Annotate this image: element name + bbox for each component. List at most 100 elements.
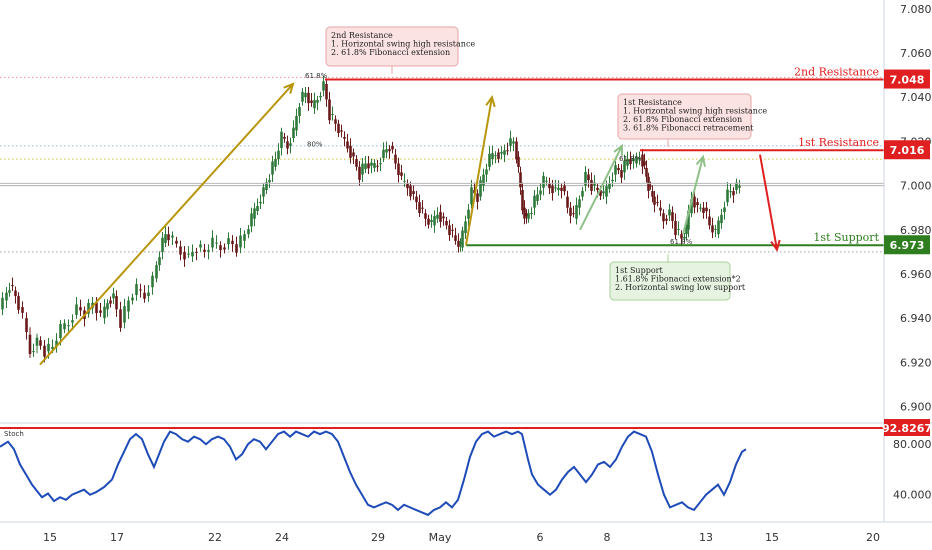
candle-body <box>626 159 629 166</box>
candle-body <box>307 92 310 104</box>
fib-label: 61.8% <box>670 238 693 246</box>
candle-body <box>693 196 696 208</box>
candle-body <box>175 240 178 244</box>
candle-body <box>575 205 578 219</box>
candle-body <box>476 193 479 202</box>
price-tag <box>884 235 930 255</box>
level-label: 2nd Resistance <box>794 66 879 79</box>
candle-body <box>503 150 506 155</box>
candle-body <box>671 212 674 221</box>
candle-body <box>674 220 677 236</box>
candle-body <box>231 240 234 245</box>
candle-body <box>424 213 427 219</box>
note-line: 2. 61.8% Fibonacci extension <box>331 48 450 57</box>
candle-body <box>199 244 202 248</box>
candle-body <box>155 265 158 279</box>
candle-body <box>63 323 66 330</box>
candle-body <box>250 213 253 227</box>
candle-body <box>409 185 412 197</box>
candle-body <box>436 214 439 219</box>
fib-label: 80% <box>307 141 323 149</box>
price-tag-text: 7.016 <box>890 144 925 157</box>
candle-body <box>448 225 451 236</box>
candle-body <box>494 155 497 157</box>
candle-body <box>653 196 656 205</box>
candle-body <box>139 289 142 291</box>
candle-body <box>677 228 680 230</box>
candle-body <box>219 245 222 251</box>
price-tag-text: 7.048 <box>890 74 925 87</box>
date-tick-label: 13 <box>699 531 713 544</box>
price-tick-label: 7.060 <box>900 47 932 60</box>
candle-body <box>187 253 190 255</box>
candle-body <box>262 187 265 197</box>
candle-body <box>376 165 379 167</box>
candle-body <box>515 141 518 160</box>
candle-body <box>292 127 295 139</box>
candle-body <box>690 199 693 214</box>
candle-body <box>239 235 242 248</box>
candle-body <box>614 165 617 175</box>
candle-body <box>563 185 566 192</box>
candle-body <box>482 174 485 186</box>
oscillator-tick-label: 80.0000 <box>893 438 932 451</box>
note-line: 2nd Resistance <box>331 31 393 40</box>
target-arrow-head <box>770 239 781 252</box>
oscillator-line <box>0 430 747 517</box>
candle-body <box>726 189 729 203</box>
candle-body <box>135 284 138 295</box>
price-tick-label: 7.080 <box>900 3 932 16</box>
candle-body <box>527 213 530 219</box>
candle-body <box>304 92 307 98</box>
candle-body <box>243 234 246 241</box>
candle-body <box>439 212 442 222</box>
oscillator-name: Stoch <box>4 430 24 438</box>
oscillator-tag <box>884 419 930 437</box>
candle-body <box>207 250 210 252</box>
candle-body <box>599 190 602 196</box>
note-line: 1. Horizontal swing high resistance <box>623 107 767 116</box>
note-line: 1st Support <box>615 266 663 275</box>
candle-body <box>569 207 572 216</box>
candle-body <box>370 162 373 166</box>
candle-body <box>656 202 659 204</box>
candle-body <box>578 199 581 208</box>
candle-body <box>171 235 174 238</box>
candle-body <box>470 187 473 205</box>
candle-body <box>364 163 367 170</box>
candle-body <box>346 141 349 149</box>
candle-body <box>161 237 164 252</box>
candle-body <box>11 285 14 287</box>
candle-body <box>488 153 491 167</box>
projection-arrow <box>465 97 493 246</box>
note-box <box>609 261 731 301</box>
candle-body <box>533 195 536 208</box>
candle-body <box>525 213 528 217</box>
candle-body <box>415 196 418 203</box>
candle-body <box>397 163 400 175</box>
candle-body <box>557 187 560 191</box>
candle-body <box>115 296 118 310</box>
candle-body <box>87 302 90 314</box>
candle-body <box>298 106 301 116</box>
candle-body <box>28 334 32 354</box>
candle-body <box>235 244 238 253</box>
candle-body <box>732 191 735 196</box>
candle-body <box>343 136 346 139</box>
candle-body <box>720 214 723 224</box>
candle-body <box>301 91 304 102</box>
candle-body <box>645 167 648 177</box>
note-line: 3. 61.8% Fibonacci retracement <box>623 124 754 133</box>
level-label: 1st Support <box>813 231 879 244</box>
candle-body <box>331 114 334 116</box>
candle-body <box>421 207 424 209</box>
candle-body <box>680 234 683 239</box>
candle-body <box>95 302 98 314</box>
candle-body <box>385 149 388 153</box>
candle-body <box>620 170 623 178</box>
candle-body <box>119 309 122 328</box>
candle-body <box>310 100 313 103</box>
candle-body <box>195 251 198 253</box>
candle-body <box>608 183 611 189</box>
